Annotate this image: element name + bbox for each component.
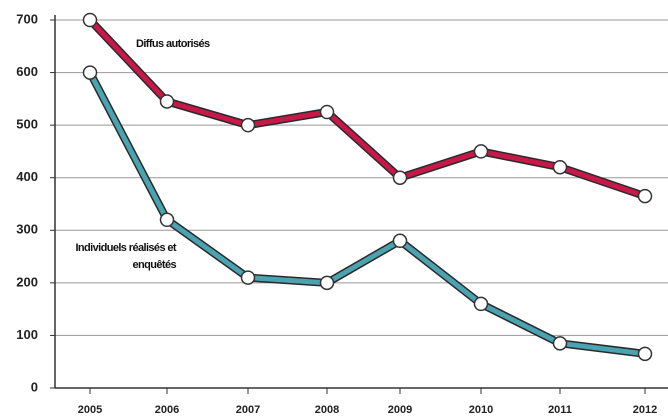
- x-tick-label: 2008: [315, 404, 339, 416]
- point: [159, 212, 175, 228]
- point: [392, 233, 408, 249]
- point: [159, 94, 175, 109]
- point: [319, 104, 335, 120]
- y-tick-label: 700: [16, 11, 38, 26]
- point: [637, 346, 653, 362]
- y-tick-label: 100: [16, 327, 38, 342]
- x-tick-label: 2006: [155, 404, 179, 416]
- line: [88, 18, 646, 199]
- y-tick-label: 0: [31, 379, 38, 394]
- x-tick-label: 2011: [548, 404, 572, 416]
- point: [240, 270, 256, 285]
- point: [473, 296, 489, 312]
- point: [552, 159, 568, 175]
- line-outline: [86, 70, 646, 358]
- y-tick-label: 600: [16, 64, 38, 79]
- x-tick-label: 2005: [78, 404, 102, 416]
- point: [637, 188, 653, 204]
- series-label: Individuels réalisés et enquêtés: [75, 242, 176, 271]
- x-tick-label: 2007: [236, 404, 260, 416]
- y-tick-label: 500: [16, 117, 38, 132]
- x-tick-label: 2012: [633, 404, 657, 416]
- y-tick-label: 400: [16, 169, 38, 184]
- point: [552, 336, 568, 351]
- point: [240, 117, 256, 133]
- point: [392, 170, 408, 185]
- y-tick-label: 300: [16, 222, 38, 237]
- point: [319, 275, 335, 291]
- y-tick-label: 200: [16, 274, 38, 289]
- series-label: Diffus autorisés: [136, 38, 210, 50]
- x-tick-label: 2009: [388, 404, 412, 416]
- point: [82, 65, 98, 80]
- line: [87, 71, 646, 357]
- point: [82, 12, 98, 28]
- x-tick-label: 2010: [469, 404, 493, 416]
- point: [473, 144, 489, 159]
